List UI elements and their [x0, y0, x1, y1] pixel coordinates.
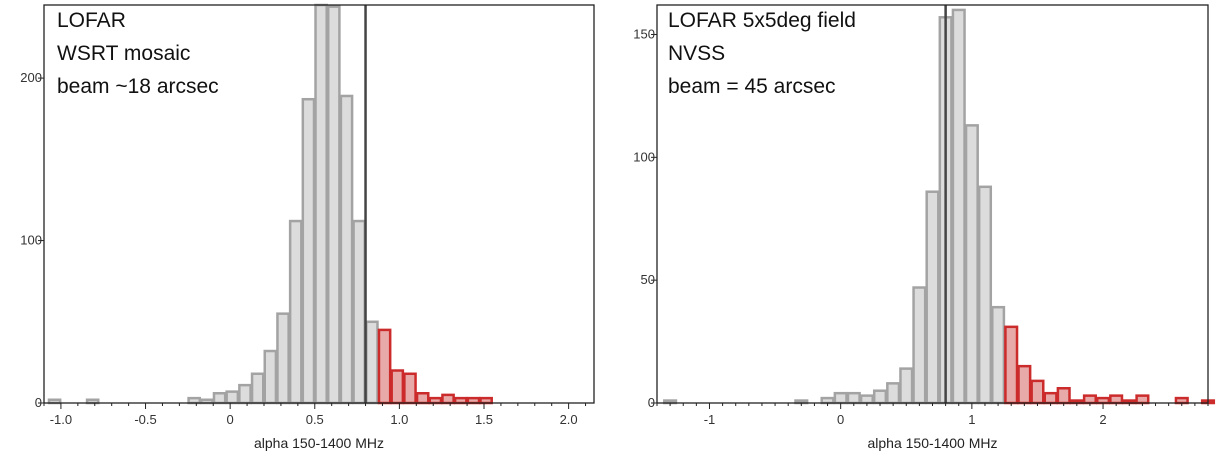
highlighted-bar-right-18 [1030, 379, 1045, 405]
highlighted-bar-left-19 [403, 372, 417, 405]
bar-left-8 [263, 349, 278, 405]
bar-left-6 [238, 383, 252, 405]
bar-left-2 [187, 396, 202, 405]
x-tick-label: -1.0 [50, 412, 72, 427]
bar-left-5 [225, 390, 240, 405]
highlighted-bar-left-25 [479, 396, 493, 405]
highlighted-bar-left-18 [390, 369, 405, 405]
x-tick-label: 2.0 [560, 412, 578, 427]
x-tick-label: 0 [227, 412, 234, 427]
bar-right-2 [820, 396, 835, 405]
left-histogram-panel: -1.0 -0.5 0 0.5 1.0 1.5 2.0 0 100 200 alpha 150-1… [20, 3, 595, 451]
bar-right-15 [991, 305, 1006, 405]
bar-right-8 [899, 367, 914, 405]
bar-left-12 [314, 3, 328, 405]
bar-right-10 [925, 190, 940, 405]
bar-right-9 [912, 286, 927, 405]
x-tick-label: 2 [1099, 412, 1106, 427]
x-tick-label: 1.0 [390, 412, 408, 427]
bar-left-10 [288, 219, 303, 405]
bar-right-6 [872, 389, 888, 405]
bar-right-14 [977, 185, 993, 405]
x-tick-label: 0 [837, 412, 844, 427]
highlighted-bar-right-16 [1004, 325, 1019, 405]
highlighted-bar-left-20 [415, 392, 430, 405]
bar-right-13 [964, 124, 979, 405]
left-histogram-bars [47, 3, 493, 405]
x-tick-label: -1 [704, 412, 716, 427]
highlighted-bar-right-26 [1135, 394, 1150, 405]
left-x-axis-label: alpha 150-1400 MHz [254, 435, 384, 451]
bar-left-7 [250, 372, 265, 405]
bar-left-13 [326, 5, 341, 405]
highlighted-bar-right-19 [1043, 391, 1058, 405]
highlighted-bar-left-22 [441, 393, 455, 405]
highlighted-bar-right-27 [1174, 396, 1189, 405]
x-tick-label: 0.5 [306, 412, 324, 427]
highlighted-bar-left-17 [377, 328, 392, 405]
highlighted-bar-left-24 [466, 396, 481, 405]
y-tick-label: 0 [35, 395, 42, 410]
right-annotation-line-1: LOFAR 5x5deg field [668, 9, 856, 32]
y-tick-label: 100 [20, 233, 42, 248]
y-tick-label: 0 [648, 395, 655, 410]
bar-left-15 [352, 219, 367, 405]
highlighted-bar-right-24 [1109, 394, 1124, 405]
y-tick-label: 100 [633, 149, 655, 164]
bar-right-12 [951, 8, 966, 405]
right-histogram-bars [663, 8, 1216, 405]
bar-left-11 [301, 97, 316, 405]
bar-left-16 [365, 320, 379, 405]
bar-right-7 [886, 382, 901, 405]
highlighted-bar-right-22 [1082, 394, 1097, 405]
right-axis-ticks: -1 0 1 2 0 50 100 150 [633, 26, 1209, 427]
bar-right-3 [833, 391, 848, 405]
highlighted-bar-right-20 [1056, 387, 1071, 405]
highlighted-bar-right-17 [1017, 364, 1032, 405]
highlighted-bar-left-21 [428, 396, 443, 405]
right-x-axis-label: alpha 150-1400 MHz [868, 435, 998, 451]
bar-left-4 [212, 392, 227, 405]
left-axis-ticks: -1.0 -0.5 0 0.5 1.0 1.5 2.0 0 100 200 [20, 70, 587, 427]
left-plot-frame [43, 4, 595, 404]
y-tick-label: 50 [641, 272, 655, 287]
highlighted-bar-left-23 [453, 396, 468, 405]
x-tick-label: 1 [968, 412, 975, 427]
right-histogram-panel: -1 0 1 2 0 50 100 150 alpha 150-1400 MHz LOFAR … [633, 4, 1216, 451]
y-tick-label: 200 [20, 70, 42, 85]
bar-right-5 [859, 394, 874, 405]
right-annotation-line-3: beam = 45 arcsec [668, 75, 836, 98]
bar-left-14 [339, 94, 354, 405]
left-annotation-line-2: WSRT mosaic [57, 42, 190, 65]
bar-right-4 [846, 391, 861, 405]
highlighted-bar-right-23 [1095, 396, 1111, 405]
bar-left-9 [276, 312, 290, 405]
right-annotation-line-2: NVSS [668, 42, 725, 65]
left-annotation-line-3: beam ~18 arcsec [57, 75, 219, 98]
x-tick-label: -0.5 [134, 412, 156, 427]
x-tick-label: 1.5 [475, 412, 493, 427]
left-annotation-line-1: LOFAR [57, 9, 126, 32]
y-tick-label: 150 [633, 26, 655, 41]
